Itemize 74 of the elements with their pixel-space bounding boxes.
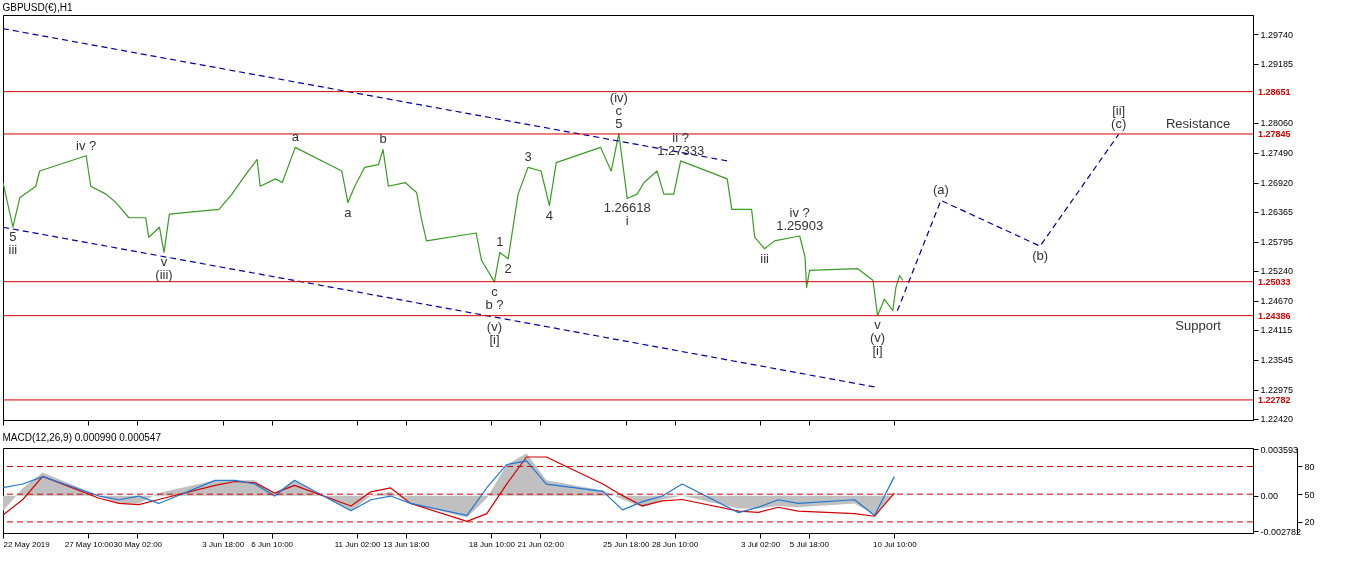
annotation: (v)	[869, 330, 886, 346]
y-tick-label: 1.29185	[1260, 59, 1294, 70]
y-tick-label: 1.22975	[1260, 385, 1294, 396]
y-tick-label: 1.29740	[1260, 29, 1294, 40]
annotation: v	[160, 254, 168, 270]
annotation: (a)	[932, 182, 949, 198]
annotation: Support	[1175, 317, 1222, 333]
annotation: 5	[9, 229, 17, 245]
annotation: Resistance	[1165, 115, 1231, 131]
y-tick-label: 1.27490	[1260, 148, 1294, 159]
y-tick-label: 1.25795	[1260, 237, 1294, 248]
annotation: (c)	[1111, 116, 1127, 132]
chart-title: GBPUSD(€),H1	[2, 2, 73, 13]
ref-line-label: 1.25033	[1258, 276, 1291, 287]
annotation: (v)	[486, 319, 503, 335]
y-tick-label: 1.22420	[1260, 414, 1294, 425]
annotation: [ii]	[1112, 103, 1126, 119]
ref-line-label: 1.24386	[1258, 310, 1291, 321]
annotation: 3	[524, 149, 532, 165]
annotation: 1.25903	[776, 217, 824, 233]
chart-title: MACD(12,26,9) 0.000990 0.000547	[2, 432, 162, 444]
y-tick-label: -0.002782	[1260, 526, 1302, 537]
x-tick-label: 28 Jun 10:00	[651, 539, 699, 549]
annotation: b ?	[485, 296, 504, 312]
y-tick-label: 1.25240	[1260, 266, 1294, 277]
x-tick-label: 3 Jun 18:00	[202, 539, 245, 549]
line-series	[896, 133, 1120, 312]
x-tick-label: 30 May 02:00	[113, 539, 163, 549]
y2-tick-label: 20	[1304, 517, 1315, 528]
y-tick-label: 1.24115	[1260, 325, 1293, 336]
annotation: (iii)	[155, 267, 173, 283]
y2-tick-label: 80	[1304, 461, 1315, 472]
y-tick-label: 0.00	[1260, 491, 1279, 502]
annotation: iii	[760, 250, 770, 266]
line-series	[3, 133, 904, 317]
y-tick-label: 0.003593	[1260, 444, 1299, 455]
ref-line-label: 1.27845	[1258, 128, 1291, 139]
annotation: 1.27333	[657, 142, 705, 158]
y-tick-label: 1.26920	[1260, 178, 1294, 189]
annotation: i	[625, 213, 629, 229]
x-tick-label: 3 Jul 02:00	[740, 539, 781, 549]
x-tick-label: 25 Jun 18:00	[603, 539, 650, 549]
annotation: 1.26618	[603, 200, 651, 216]
ref-line-label: 1.22782	[1258, 394, 1291, 405]
x-tick-label: 10 Jul 10:00	[873, 539, 918, 549]
x-tick-label: 27 May 10:00	[64, 539, 114, 549]
annotation: [i]	[489, 332, 500, 348]
y-tick-label: 1.26365	[1260, 207, 1294, 218]
x-tick-label: 6 Jun 10:00	[251, 539, 294, 549]
annotation: iv ?	[76, 137, 97, 153]
ref-line-label: 1.28651	[1258, 86, 1291, 97]
annotation: 4	[545, 207, 554, 223]
annotation: c	[615, 102, 623, 118]
annotation: a	[344, 204, 353, 220]
annotation: (iv)	[609, 89, 628, 105]
x-tick-label: 21 Jun 02:00	[517, 539, 565, 549]
x-tick-label: 13 Jun 18:00	[383, 539, 431, 549]
annotation: 1	[496, 234, 504, 250]
annotation: 5	[615, 115, 623, 131]
y-tick-label: 1.24670	[1260, 296, 1294, 307]
annotation: iv ?	[789, 204, 810, 220]
y-tick-label: 1.28060	[1260, 118, 1294, 129]
annotation: (b)	[1032, 248, 1049, 264]
y2-tick-label: 50	[1304, 489, 1315, 500]
y-tick-label: 1.23545	[1260, 355, 1294, 366]
annotation: b	[379, 131, 387, 147]
x-tick-label: 22 May 2019	[3, 539, 51, 549]
annotation: c	[491, 283, 499, 299]
x-tick-label: 5 Jul 18:00	[789, 539, 830, 549]
annotation: 2	[504, 260, 512, 276]
x-tick-label: 18 Jun 10:00	[468, 539, 516, 549]
annotation: v	[874, 317, 882, 333]
x-tick-label: 11 Jun 02:00	[334, 539, 381, 549]
annotation: iii	[8, 242, 18, 258]
